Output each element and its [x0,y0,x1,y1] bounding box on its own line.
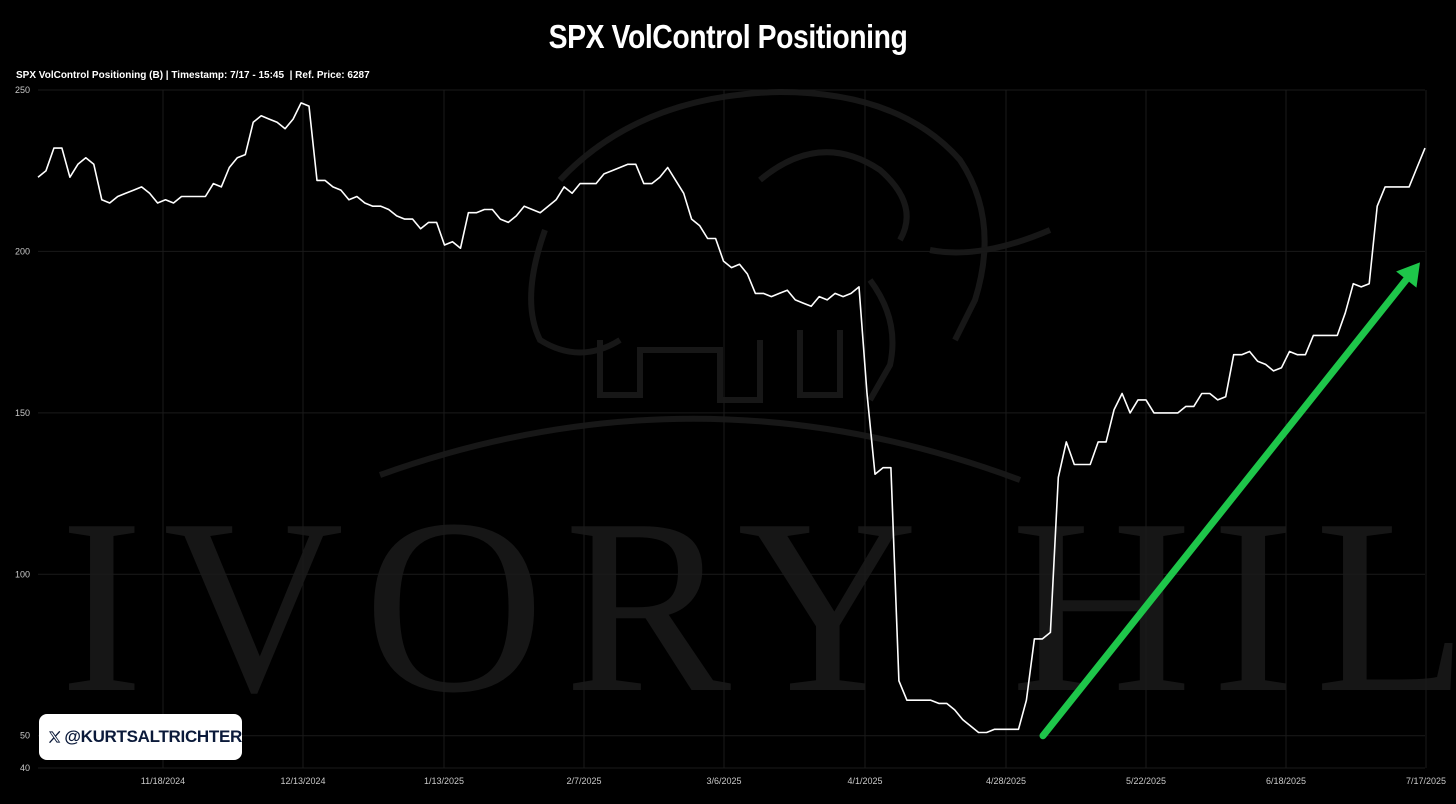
x-tick-label: 5/22/2025 [1126,776,1166,786]
y-tick-label: 100 [15,569,30,579]
x-axis: 11/18/2024 12/13/2024 1/13/2025 2/7/2025 3/6… [141,776,1446,786]
watermark-text: IVORY HILL [60,468,1456,745]
x-tick-label: 12/13/2024 [280,776,325,786]
chart-subtitle: SPX VolControl Positioning (B) | Timesta… [16,70,370,81]
chart-title: SPX VolControl Positioning [548,18,908,55]
x-tick-label: 3/6/2025 [706,776,741,786]
y-tick-label: 250 [15,85,30,95]
y-tick-label: 40 [20,763,30,773]
x-tick-label: 2/7/2025 [566,776,601,786]
x-tick-label: 7/17/2025 [1406,776,1446,786]
watermark: IVORY HILL [60,88,1456,745]
x-tick-label: 4/28/2025 [986,776,1026,786]
y-axis: 250 200 150 100 50 40 [15,85,30,773]
y-tick-label: 150 [15,408,30,418]
x-tick-label: 6/18/2025 [1266,776,1306,786]
trend-arrow [1039,262,1420,740]
x-tick-label: 1/13/2025 [424,776,464,786]
series-layer [37,102,1426,734]
series-line [37,102,1426,734]
y-tick-label: 50 [20,731,30,741]
x-tick-label: 11/18/2024 [141,776,185,786]
handle-text: @KURTSALTRICHTER [64,727,242,746]
x-tick-label: 4/1/2025 [847,776,882,786]
social-handle-badge[interactable]: @KURTSALTRICHTER [39,714,242,760]
arrow-shaft [1039,276,1410,740]
arrow-head [1396,262,1420,288]
x-logo-icon [49,730,61,744]
y-tick-label: 200 [15,246,30,256]
elephant-icon [378,88,1052,483]
